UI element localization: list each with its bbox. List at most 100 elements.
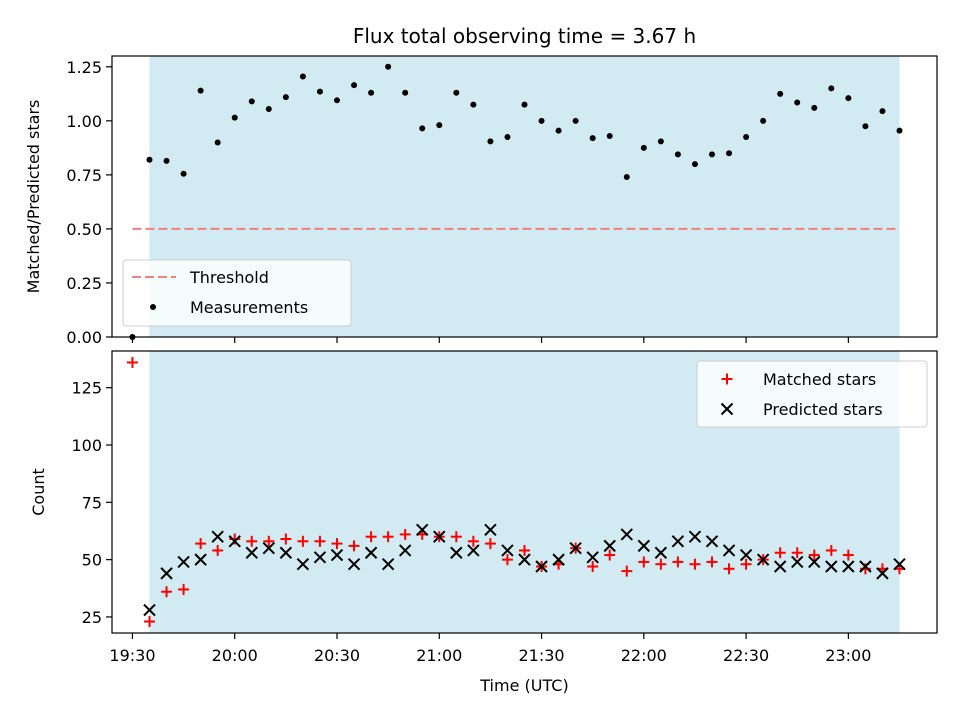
ratio-panel-frame (111, 55, 938, 338)
predicted-star-point (279, 546, 293, 559)
x-stroke (398, 544, 412, 557)
legend-x-marker (720, 402, 734, 416)
measurement-point (589, 135, 596, 142)
predicted-star-point (296, 558, 310, 571)
x-stroke (586, 551, 599, 564)
ratio-legend-box (122, 259, 352, 327)
predicted-star-point (160, 567, 173, 580)
measurement-point (368, 89, 375, 96)
x-stroke (381, 558, 395, 571)
ratio-panel: 0.00 0.25 0.50 0.75 1.00 1.25 Flux total obse… (24, 24, 938, 347)
measurement-point (180, 170, 187, 177)
predicted-star-point (825, 560, 838, 573)
y-tick-label: 0.25 (66, 274, 102, 293)
legend-measurements-swatch (150, 304, 156, 310)
x-stroke (296, 558, 310, 571)
predicted-star-point (688, 530, 702, 543)
measurement-point (316, 88, 323, 95)
measurement-point (709, 151, 715, 158)
measurement-point (691, 161, 698, 168)
x-tick-label: 21:30 (518, 646, 564, 665)
measurement-point (794, 99, 801, 106)
x-stroke (842, 560, 855, 573)
predicted-star-point (245, 546, 258, 559)
matched-star-point (382, 531, 394, 543)
matched-star-point (280, 533, 292, 545)
matched-star-point (348, 540, 360, 552)
x-stroke (433, 530, 446, 543)
x-stroke (808, 555, 821, 569)
x-axis-label: Time (UTC) (479, 676, 568, 695)
x-stroke (688, 530, 702, 543)
chart-title: Flux total observing time = 3.67 h (353, 24, 696, 48)
matched-star-point (672, 556, 684, 568)
predicted-star-point (791, 555, 804, 569)
measurement-point (828, 85, 835, 92)
predicted-star-point (671, 535, 685, 548)
measurement-points (129, 63, 903, 340)
predicted-star-point (347, 558, 361, 571)
predicted-star-point (501, 544, 514, 557)
legend-matched-swatch (721, 373, 733, 385)
matched-star-point (161, 586, 173, 598)
predicted-star-point (842, 560, 855, 573)
ratio-y-axis-label: Matched/Predicted stars (24, 100, 43, 294)
x-stroke (722, 544, 736, 557)
measurement-point (521, 101, 528, 108)
measurement-point (334, 97, 340, 104)
measurement-point (572, 117, 579, 124)
predicted-star-point (722, 544, 736, 557)
legend-plus-marker (721, 373, 733, 385)
measurement-point (504, 134, 511, 141)
matched-star-point (467, 535, 479, 547)
y-tick-label: 100 (71, 436, 102, 455)
predicted-star-point (859, 560, 872, 573)
measurement-point (674, 151, 681, 158)
x-stroke (262, 541, 276, 555)
predicted-star-point (313, 551, 327, 564)
x-stroke (245, 546, 258, 559)
predicted-star-point (603, 539, 616, 553)
predicted-star-point (330, 548, 344, 562)
measurement-point (265, 105, 272, 112)
measurement-point (163, 157, 170, 164)
x-stroke (279, 546, 293, 559)
x-tick-label: 23:00 (825, 646, 871, 665)
legend-predicted-swatch (720, 402, 734, 416)
predicted-star-point (637, 539, 651, 553)
x-stroke (773, 560, 787, 573)
predicted-star-point (654, 546, 668, 559)
x-stroke (450, 546, 463, 559)
matched-star-point (297, 535, 309, 547)
measurement-point (470, 101, 477, 108)
matched-star-point (212, 544, 224, 556)
predicted-star-point (416, 523, 429, 537)
y-tick-label: 0.50 (66, 220, 102, 239)
matched-star-point (126, 356, 138, 368)
x-stroke (756, 553, 770, 566)
predicted-star-point (364, 546, 378, 559)
x-tick-label: 20:30 (314, 646, 360, 665)
count-legend-box (696, 360, 928, 428)
x-tick-label: 20:00 (212, 646, 258, 665)
x-stroke (620, 528, 633, 541)
y-tick-label: 25 (82, 608, 102, 627)
x-stroke (211, 530, 224, 543)
legend-predicted-label: Predicted stars (763, 400, 883, 419)
count-x-ticks: 19:30 20:00 20:30 21:00 21:30 22:00 22:30 23:00 (109, 633, 871, 665)
y-tick-label: 1.00 (66, 112, 102, 131)
count-y-ticks: 25 50 75 100 125 (71, 379, 112, 627)
measurement-point (879, 108, 886, 115)
predicted-star-point (808, 555, 821, 569)
x-stroke (143, 603, 156, 617)
matched-star-point (484, 538, 496, 550)
predicted-star-point (756, 553, 770, 566)
measurement-point (606, 132, 613, 139)
measurement-point (862, 123, 869, 130)
x-stroke (518, 553, 531, 566)
predicted-star-point (262, 541, 276, 555)
predicted-star-point (552, 553, 565, 566)
matched-star-point (638, 556, 650, 568)
measurement-point (419, 125, 426, 132)
measurement-point (640, 144, 647, 151)
